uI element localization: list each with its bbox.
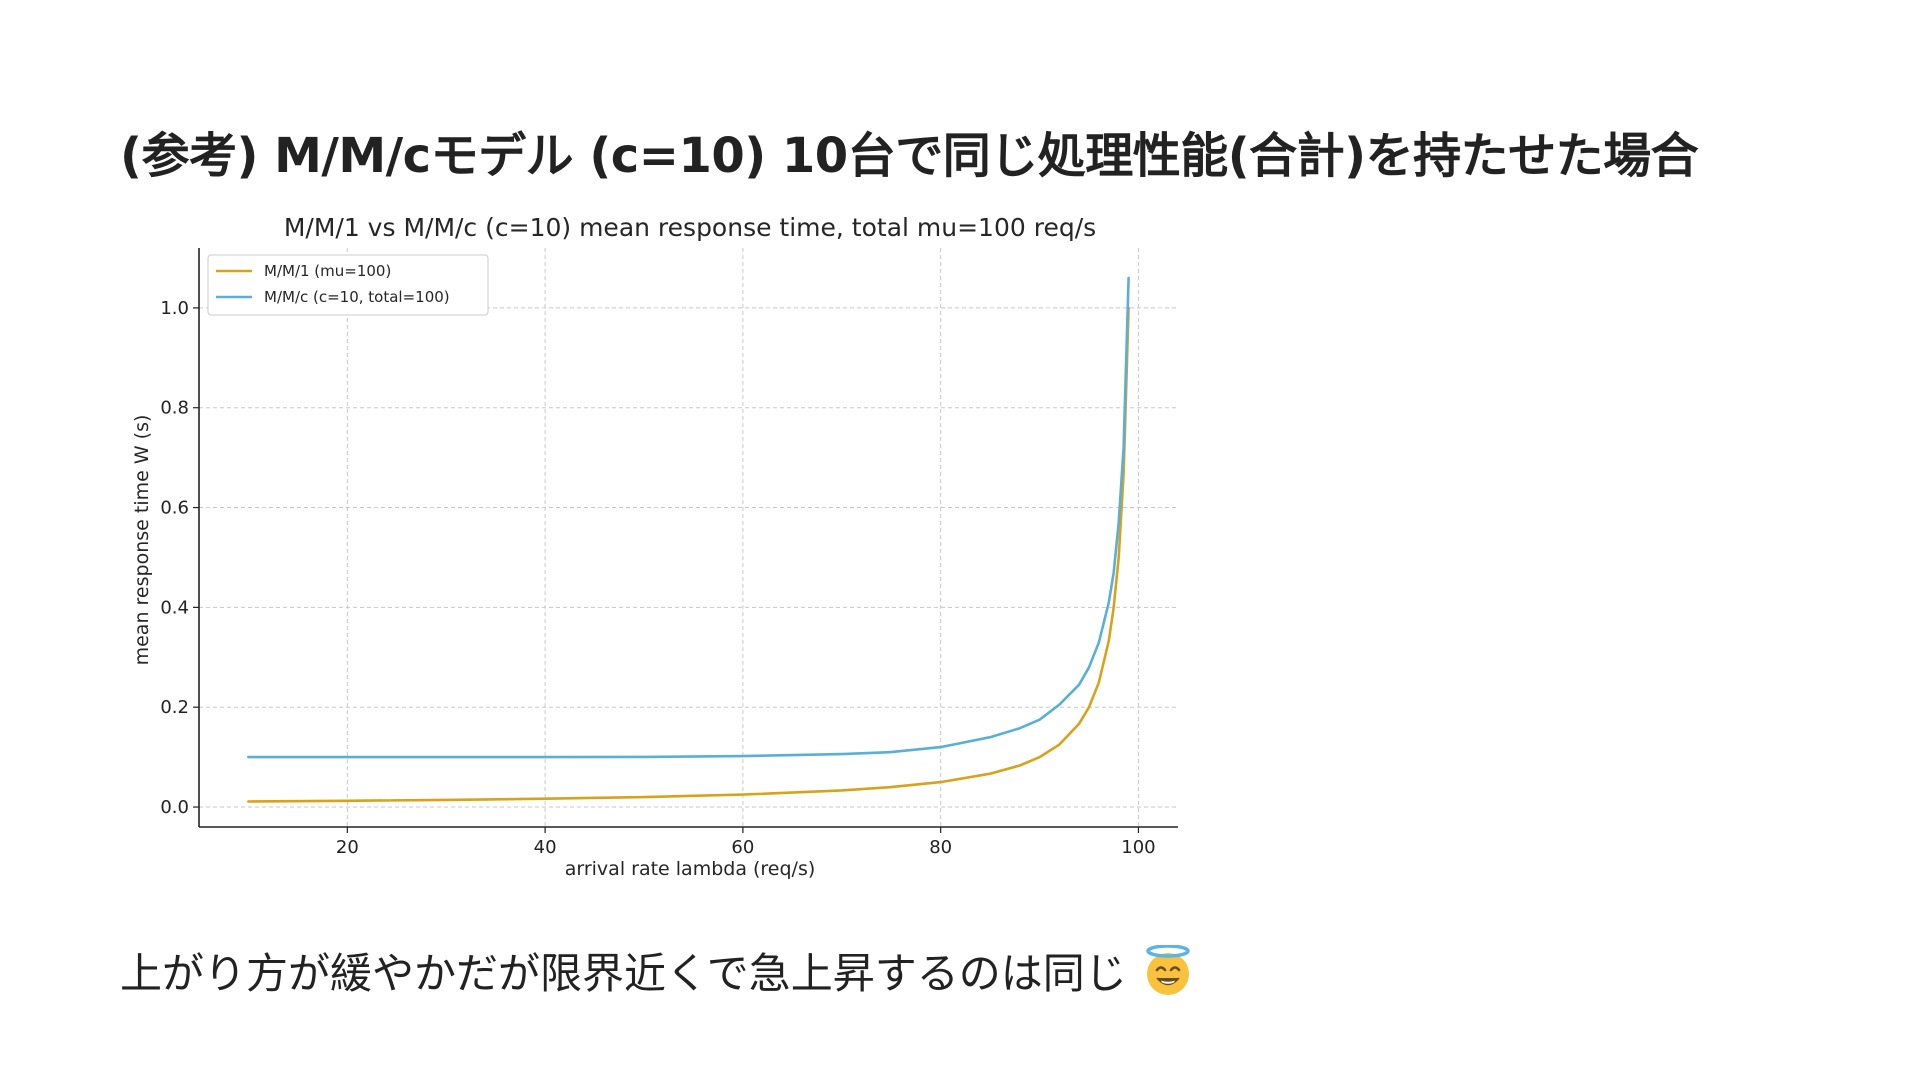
legend-label-2: M/M/c (c=10, total=100) xyxy=(264,288,450,306)
x-tick-label: 40 xyxy=(534,837,557,858)
y-tick-label: 0.2 xyxy=(160,697,189,718)
series-line-1 xyxy=(247,306,1130,803)
chart-title: M/M/1 vs M/M/c (c=10) mean response time… xyxy=(284,213,1096,242)
chart-x-axis-label: arrival rate lambda (req/s) xyxy=(565,858,816,880)
y-tick-label: 0.4 xyxy=(160,597,189,618)
x-tick-label: 20 xyxy=(336,837,359,858)
y-tick-label: 0.8 xyxy=(160,398,189,419)
line-chart: M/M/1 vs M/M/c (c=10) mean response time… xyxy=(131,213,1178,880)
smiling-face-with-halo-icon xyxy=(1143,943,1193,997)
x-tick-label: 80 xyxy=(929,837,952,858)
series-line-2 xyxy=(247,276,1130,759)
slide-caption: 上がり方が緩やかだが限界近くで急上昇するのは同じ xyxy=(120,949,1127,998)
x-tick-label: 60 xyxy=(731,837,754,858)
chart-legend: M/M/1 (mu=100) M/M/c (c=10, total=100) xyxy=(207,254,489,316)
caption-row: 上がり方が緩やかだが限界近くで急上昇するのは同じ xyxy=(120,940,1193,1001)
y-tick-label: 1.0 xyxy=(160,298,189,319)
chart-grid xyxy=(199,248,1178,827)
y-tick-label: 0.6 xyxy=(160,498,189,519)
x-tick-label: 100 xyxy=(1121,837,1155,858)
legend-label-1: M/M/1 (mu=100) xyxy=(264,262,391,280)
chart-axes: 20 40 60 80 100 0.0 0.2 0.4 0.6 0.8 1.0 xyxy=(160,248,1178,858)
slide-title: (参考) M/M/cモデル (c=10) 10台で同じ処理性能(合計)を持たせた… xyxy=(120,128,1699,184)
y-tick-label: 0.0 xyxy=(160,797,189,818)
chart-series-layer xyxy=(247,276,1130,803)
chart-y-axis-label: mean response time W (s) xyxy=(131,415,153,666)
chart-container: M/M/1 vs M/M/c (c=10) mean response time… xyxy=(120,205,1210,895)
legend-box xyxy=(207,254,489,316)
